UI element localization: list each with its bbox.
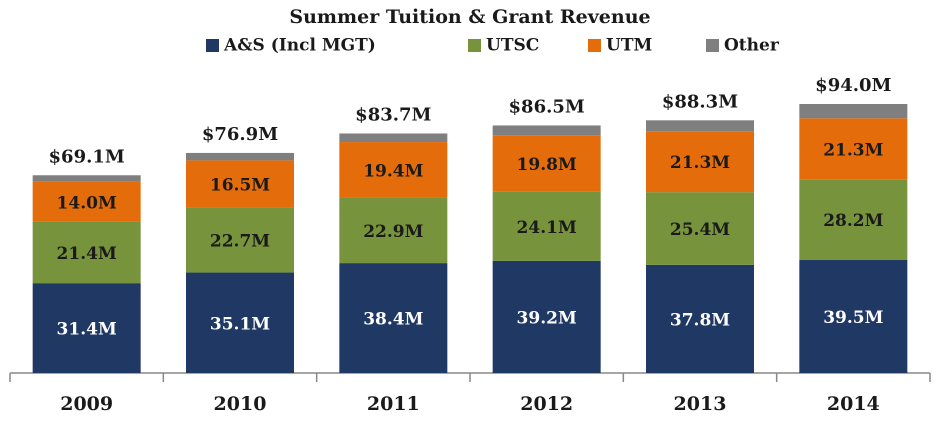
data-label: 28.2M [823, 211, 883, 231]
chart-title: Summer Tuition & Grant Revenue [289, 6, 650, 28]
bar-segment [492, 125, 601, 136]
legend-swatch [468, 39, 481, 52]
data-label: 24.1M [517, 218, 577, 238]
total-label: $69.1M [49, 146, 125, 167]
bar-segment [646, 192, 754, 265]
legend-label: Other [724, 36, 780, 56]
bar-segment [646, 264, 754, 373]
x-tick-label: 2014 [827, 393, 880, 415]
data-label: 21.4M [57, 244, 117, 264]
legend-label: A&S (Incl MGT) [223, 36, 376, 56]
bar-segment [799, 259, 908, 373]
bar-segment [646, 120, 754, 132]
total-label: $83.7M [355, 104, 431, 125]
bar-segment [339, 263, 448, 373]
data-label: 19.4M [363, 161, 423, 181]
data-label: 39.2M [517, 308, 577, 328]
bar-segment [799, 118, 908, 180]
data-label: 22.7M [210, 232, 270, 252]
data-label: 21.3M [823, 140, 883, 160]
x-tick-label: 2011 [367, 393, 420, 415]
legend: A&S (Incl MGT) UTSC UTM Other [206, 36, 780, 56]
bar-segment [32, 283, 141, 373]
bar-segment [186, 207, 294, 273]
bar-segment [492, 191, 601, 261]
legend-swatch [706, 39, 719, 52]
total-label: $88.3M [662, 91, 738, 112]
data-label: 21.3M [670, 153, 730, 173]
data-label: 37.8M [670, 310, 730, 330]
x-tick-label: 2010 [214, 393, 267, 415]
bar-segment [799, 179, 908, 260]
x-tick-label: 2009 [60, 393, 113, 415]
bar-segment [186, 152, 294, 161]
bar-segment [32, 175, 141, 182]
data-label: 35.1M [210, 314, 270, 334]
x-tick-label: 2012 [520, 393, 573, 415]
data-label: 19.8M [517, 155, 577, 175]
data-label: 31.4M [57, 320, 117, 340]
x-tick-label: 2013 [674, 393, 727, 415]
data-label: 16.5M [210, 175, 270, 195]
data-label: 14.0M [57, 193, 117, 213]
data-label: 38.4M [363, 310, 423, 330]
data-label: 22.9M [363, 222, 423, 242]
total-label: $86.5M [509, 96, 585, 117]
bar-segment [492, 135, 601, 192]
bar-segment [339, 142, 448, 198]
legend-swatch [206, 39, 219, 52]
bar-segment [646, 131, 754, 193]
bar-segment [799, 104, 908, 119]
legend-label: UTSC [486, 36, 539, 56]
data-label: 25.4M [670, 220, 730, 240]
bar-segment [339, 133, 448, 143]
total-label: $94.0M [815, 75, 891, 96]
bar-segment [32, 221, 141, 284]
data-label: 39.5M [823, 308, 883, 328]
bar-segment [186, 160, 294, 208]
bar-segment [339, 197, 448, 264]
bar-segment [32, 181, 141, 222]
bar-segment [186, 272, 294, 373]
legend-swatch [588, 39, 601, 52]
legend-label: UTM [606, 36, 652, 56]
bar-segment [492, 260, 601, 373]
total-label: $76.9M [202, 124, 278, 145]
